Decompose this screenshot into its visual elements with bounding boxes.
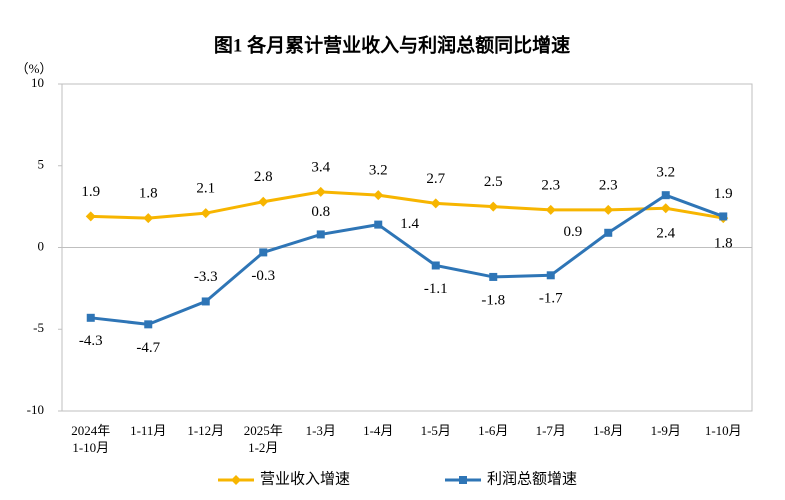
marker	[430, 198, 441, 209]
x-tick-label: 1-9月	[651, 423, 681, 438]
data-label: 2.5	[484, 174, 503, 190]
y-tick-label: 5	[38, 157, 45, 172]
marker	[259, 248, 268, 257]
data-label: -1.1	[424, 281, 448, 297]
data-label: -4.3	[79, 333, 103, 349]
x-tick-label: 1-3月	[306, 423, 336, 438]
marker	[316, 230, 325, 239]
marker	[85, 211, 96, 222]
data-label: -3.3	[194, 269, 218, 285]
data-label: 1.9	[714, 186, 733, 202]
x-tick-label: 2025年 1-2月	[244, 423, 283, 455]
data-label: 3.4	[311, 159, 330, 175]
data-label: 0.8	[311, 204, 330, 220]
marker	[201, 297, 210, 306]
marker	[258, 196, 269, 207]
marker	[604, 228, 613, 237]
marker	[488, 201, 499, 212]
data-label: 0.9	[564, 224, 583, 240]
data-label: 1.9	[81, 184, 100, 200]
marker	[546, 271, 555, 280]
data-label: 1.8	[139, 186, 158, 202]
x-tick-label: 2024年 1-10月	[71, 423, 110, 455]
x-tick-label: 1-5月	[421, 423, 451, 438]
data-label: -4.7	[136, 340, 160, 356]
marker	[200, 208, 211, 219]
marker	[143, 213, 154, 224]
x-tick-label: 1-4月	[363, 423, 393, 438]
y-tick-label: -5	[33, 320, 44, 335]
marker	[144, 320, 153, 329]
data-label: 2.1	[196, 181, 215, 197]
y-tick-label: -10	[27, 402, 44, 417]
data-label: -1.7	[539, 291, 563, 307]
marker	[315, 186, 326, 197]
marker	[603, 204, 614, 215]
data-label: 1.8	[714, 236, 733, 252]
data-label: -0.3	[251, 268, 275, 284]
x-tick-line: 2024年	[71, 423, 110, 438]
data-label: 2.4	[656, 226, 675, 242]
marker	[373, 190, 384, 201]
marker	[545, 204, 556, 215]
marker	[660, 203, 671, 214]
marker	[374, 220, 383, 229]
data-label: 2.8	[254, 169, 273, 185]
legend-marker	[459, 476, 467, 484]
chart-title: 图1 各月累计营业收入与利润总额同比增速	[214, 33, 570, 56]
data-label: 2.3	[599, 177, 618, 193]
data-label: -1.8	[481, 292, 505, 308]
data-label: 3.2	[369, 163, 388, 179]
series-line	[90, 193, 724, 326]
x-tick-label: 1-7月	[536, 423, 566, 438]
data-label: 2.3	[541, 177, 560, 193]
x-tick-line: 1-2月	[248, 440, 278, 455]
y-tick-label: 10	[31, 75, 44, 90]
y-tick-label: 0	[38, 238, 45, 253]
x-tick-line: 1-10月	[72, 440, 109, 455]
x-tick-label: 1-6月	[478, 423, 508, 438]
marker	[431, 261, 440, 270]
legend-marker	[231, 475, 241, 485]
series-line	[90, 190, 724, 220]
x-tick-line: 2025年	[244, 423, 283, 438]
x-tick-label: 1-11月	[130, 423, 166, 438]
x-tick-label: 1-8月	[593, 423, 623, 438]
marker	[86, 313, 95, 322]
marker	[489, 272, 498, 281]
data-label: 1.4	[400, 216, 419, 232]
x-tick-label: 1-10月	[705, 423, 742, 438]
data-label: 3.2	[656, 165, 675, 181]
marker	[661, 191, 670, 200]
x-tick-label: 1-12月	[187, 423, 224, 438]
legend-label: 利润总额增速	[487, 470, 577, 487]
y-unit: （%）	[16, 61, 53, 76]
legend-label: 营业收入增速	[260, 470, 350, 487]
data-label: 2.7	[426, 171, 445, 187]
marker	[719, 212, 728, 221]
